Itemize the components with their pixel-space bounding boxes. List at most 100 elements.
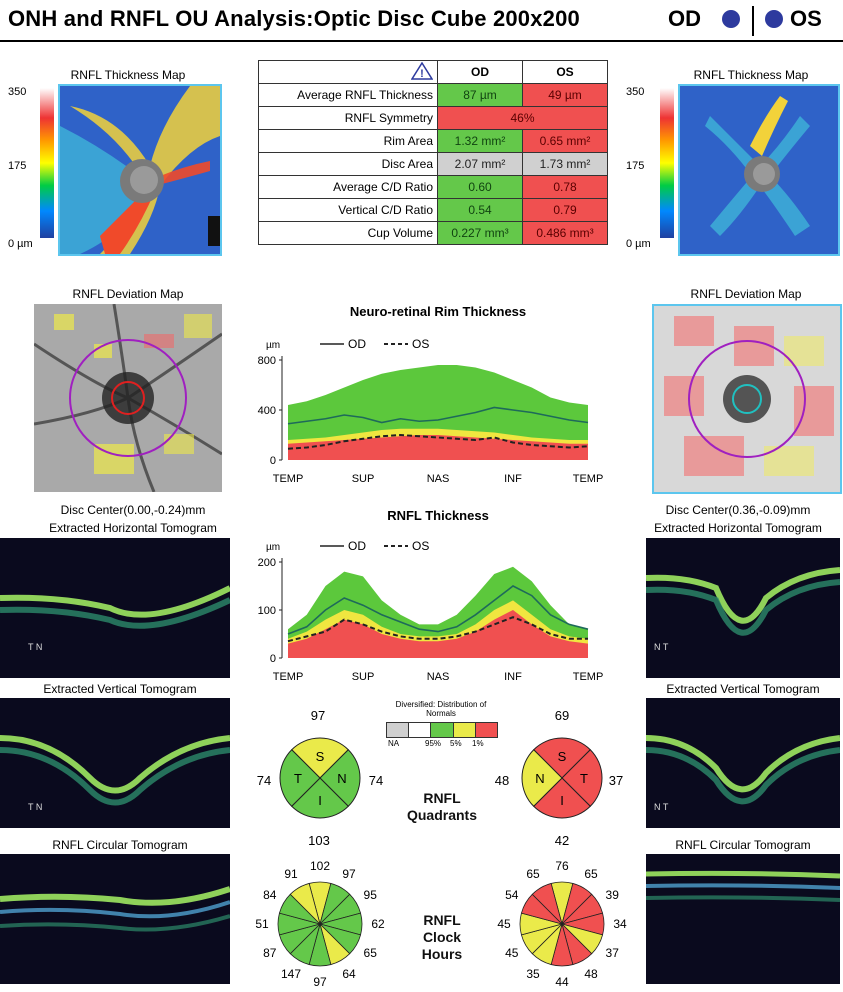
od-circular-tomogram [0,854,230,984]
od-scale-mid: 175 [8,160,27,172]
os-circular-tomogram-label: RNFL Circular Tomogram [675,838,811,852]
od-clock-value: 102 [310,859,330,873]
chart1-x-tick-label: TEMP [573,671,604,683]
metric-od-value: 1.32 mm² [437,129,523,153]
os-htomo-marker: N T [654,642,669,652]
od-quadrant-letter-t: T [294,771,302,786]
metric-label: Cup Volume [258,221,438,245]
metric-os-value: 49 µm [522,83,608,107]
os-scale-bottom: 0 µm [626,238,651,250]
od-eye-dot-icon [722,10,740,28]
os-horizontal-tomogram: N T [646,538,840,678]
metric-od-value: 87 µm [437,83,523,107]
od-clock-value: 65 [364,946,378,960]
od-quadrant-sector-t [279,749,321,807]
od-quadrant-letter-n: N [337,771,346,786]
od-clock-value: 97 [342,867,356,881]
od-clock-value: 147 [281,967,301,981]
od-thickness-map-label: RNFL Thickness Map [70,68,186,82]
chart0-x-tick-label: INF [504,473,522,485]
metric-label: Vertical C/D Ratio [258,198,438,222]
norms-legend-na: NA [388,739,400,748]
chart0-legend-od: OD [348,337,366,351]
os-clock-hours-chart: 76 65 39 34 37 48 44 35 45 45 54 65 [497,859,627,989]
od-scale-bottom: 0 µm [8,238,33,250]
os-clock-value: 54 [505,888,519,902]
os-clock-value: 76 [555,859,569,873]
os-clock-value: 45 [497,917,511,931]
od-color-scale [40,88,54,238]
rim-thickness-chart: 800 400 0 µm OD OS TEMP SUP NAS INF TEMP [258,337,604,485]
chart0-x-tick-label: SUP [352,473,375,485]
od-deviation-map [34,304,222,492]
chart0-y-tick-label: 400 [258,405,276,417]
metric-label: RNFL Symmetry [258,106,438,130]
od-scale-top: 350 [8,86,27,98]
os-color-scale [660,88,674,238]
norms-legend-na-swatch [387,723,410,737]
metric-os-value: 0.78 [522,175,608,199]
quadrants-label: RNFL Quadrants [406,790,477,823]
os-clock-value: 45 [505,946,519,960]
os-quadrant-t-value: 37 [608,773,624,788]
od-clock-value: 64 [342,967,356,981]
chart1-x-tick-label: TEMP [273,671,304,683]
os-horizontal-tomogram-label: Extracted Horizontal Tomogram [654,521,822,535]
svg-text:!: ! [420,68,424,80]
os-scale-mid: 175 [626,160,645,172]
metric-label: Average RNFL Thickness [258,83,438,107]
os-quadrant-chart: ST I N [521,737,603,819]
od-horizontal-tomogram: T N [0,538,230,678]
metric-label: Disc Area [258,152,438,176]
metric-label: Rim Area [258,129,438,153]
od-clock-sector [289,882,321,926]
os-clock-value: 35 [526,967,540,981]
os-thickness-map-label: RNFL Thickness Map [693,68,809,82]
metric-os-value: 0.486 mm³ [522,221,608,245]
os-deviation-map-label: RNFL Deviation Map [690,287,802,301]
os-clock-value: 44 [555,975,569,989]
od-quadrant-letter-s: S [316,749,325,764]
header-rule [0,40,843,42]
od-quadrant-t-value: 74 [256,773,272,788]
os-vtomo-marker: N T [654,802,669,812]
od-quadrant-sector-i [291,777,349,819]
os-quadrant-n-value: 48 [494,773,510,788]
metric-od-value: 0.227 mm³ [437,221,523,245]
os-quadrant-sector-t [561,749,603,807]
os-clock-sector [531,882,563,926]
metric-label: Average C/D Ratio [258,175,438,199]
od-quadrant-i-value: 103 [308,833,330,848]
os-quadrant-letter-s: S [558,749,567,764]
os-deviation-map [652,304,842,494]
chart1-legend-os: OS [412,539,429,553]
chart0-ylabel: µm [266,340,280,351]
os-clock-value: 65 [526,867,540,881]
od-thickness-map [58,84,222,256]
od-eye-label: OD [668,6,701,31]
warning-cell: ! [258,60,438,84]
norms-legend-5: 5% [450,739,462,748]
os-vertical-tomogram: N T [646,698,840,828]
metrics-header-od: OD [437,60,523,84]
od-clock-hours-chart: 102 97 95 62 65 64 97 147 87 51 84 91 [255,859,385,989]
od-quadrant-s-value: 97 [310,708,326,723]
os-quadrant-letter-i: I [560,793,564,808]
os-quadrant-sector-s [533,737,591,779]
rim-chart-title: Neuro-retinal Rim Thickness [349,304,527,319]
od-quadrant-sector-s [291,737,349,779]
chart0-x-tick-label: TEMP [573,473,604,485]
os-clock-value: 34 [613,917,627,931]
metric-symmetry-value: 46% [437,106,608,130]
rnfl-thickness-chart: 200 100 0 µm OD OS TEMP SUP NAS INF TEMP [258,539,604,683]
os-quadrant-letter-t: T [580,771,588,786]
os-disc-center: Disc Center(0.36,-0.09)mm [665,503,811,517]
page-title: ONH and RNFL OU Analysis:Optic Disc Cube… [8,6,580,31]
os-quadrant-i-value: 42 [554,833,570,848]
od-quadrant-sector-n [319,749,361,807]
chart1-series-od [287,585,589,635]
od-clock-value: 95 [364,888,378,902]
clock-hours-label: RNFL Clock Hours [421,912,463,962]
os-quadrant-letter-n: N [535,771,544,786]
chart1-x-tick-label: SUP [352,671,375,683]
